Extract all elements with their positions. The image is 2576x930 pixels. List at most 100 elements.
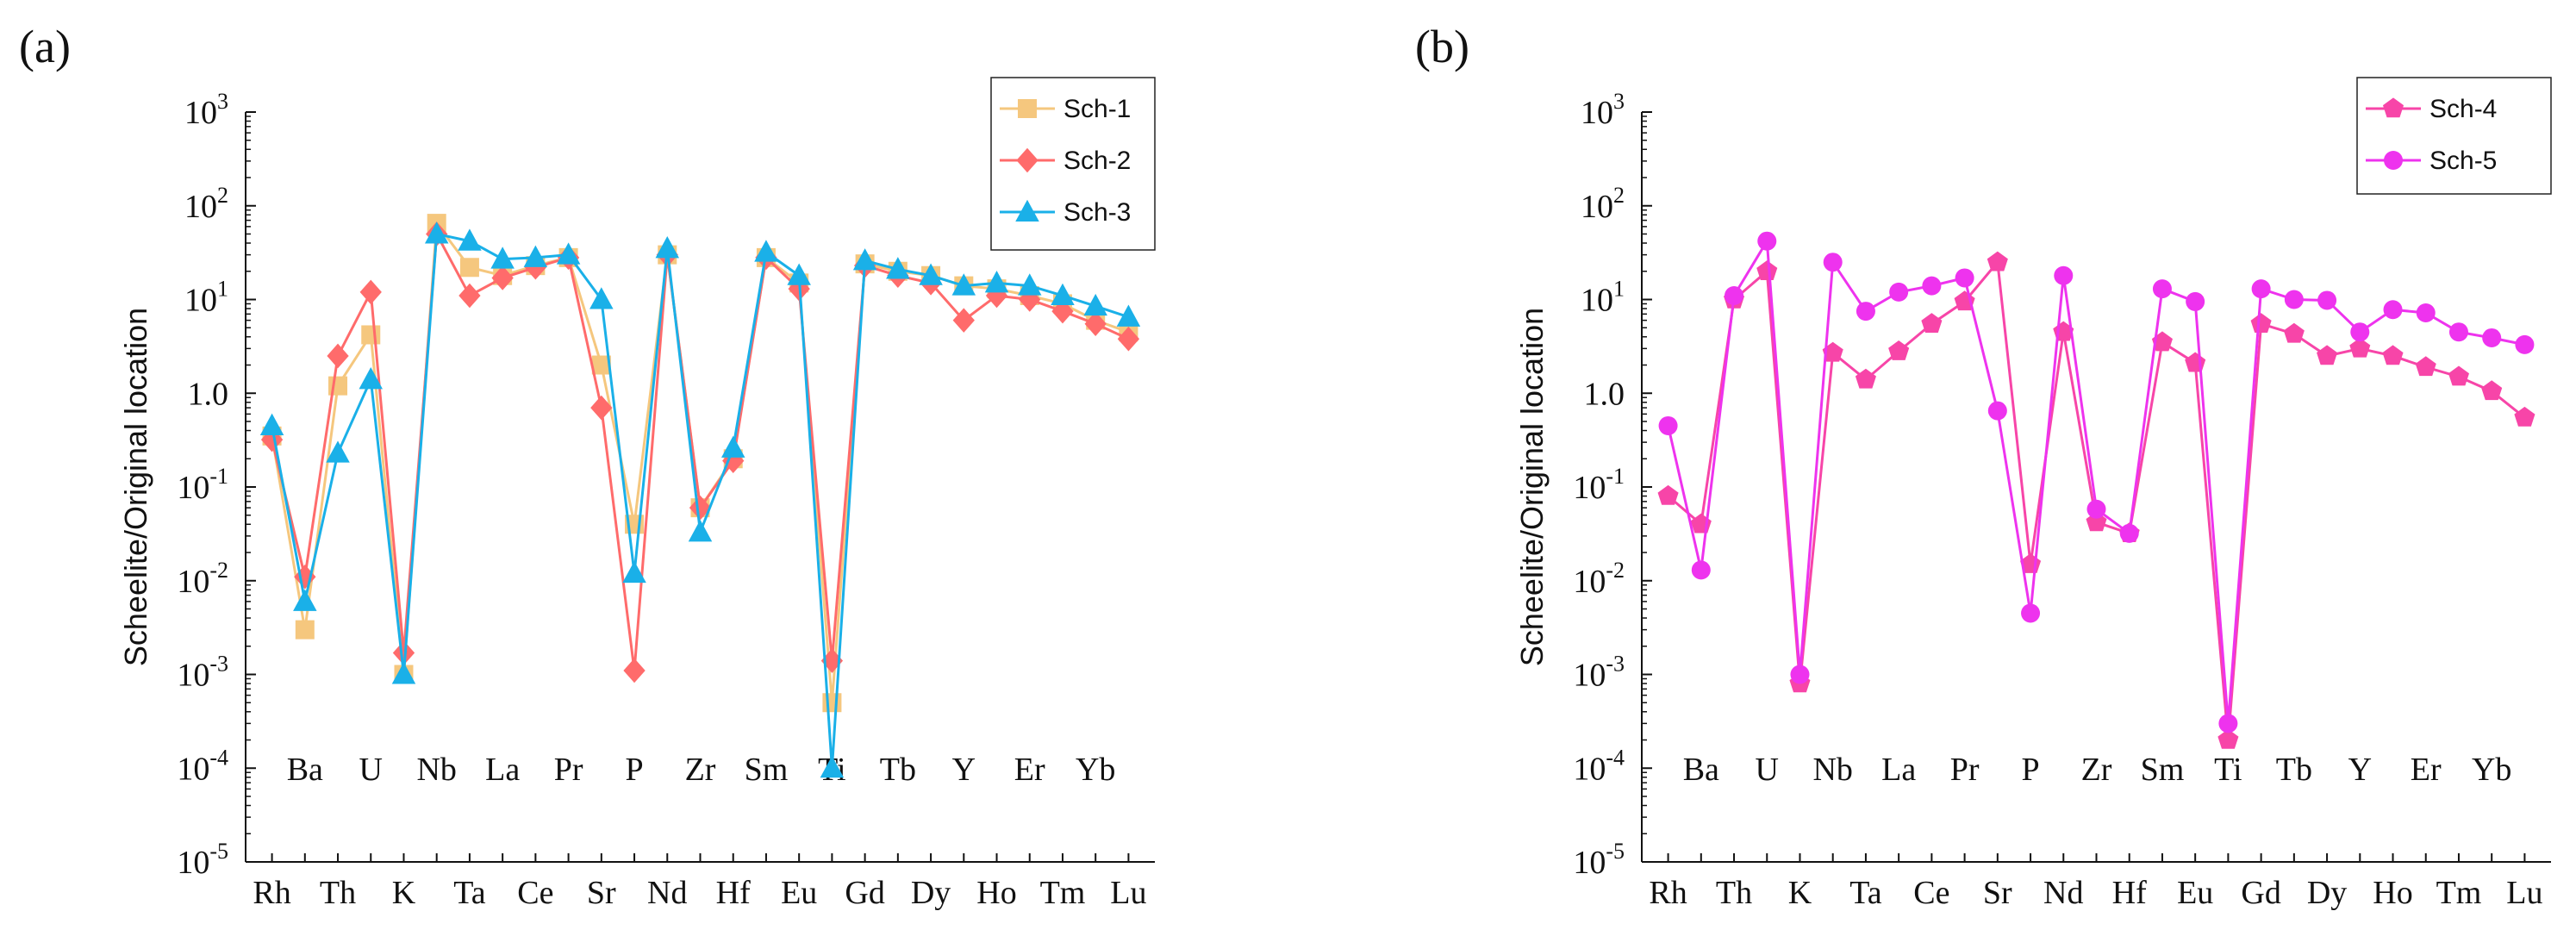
series-Sch-1 — [262, 214, 1138, 713]
x-tick-label: K — [392, 875, 416, 911]
x-tick-label: Pr — [1950, 752, 1980, 788]
data-point — [787, 263, 811, 285]
y-tick-label: 10-3 — [1573, 652, 1625, 694]
data-point — [491, 265, 514, 290]
data-point — [2217, 728, 2239, 749]
x-tick-label: Ti — [2214, 752, 2242, 788]
x-tick-label: Lu — [2506, 875, 2542, 911]
x-tick-label: Tm — [1040, 875, 1086, 911]
data-point — [984, 271, 1009, 293]
x-tick-label: Ho — [2373, 875, 2412, 911]
data-point — [392, 640, 415, 665]
y-axis-label: Scheelite/Original location — [1514, 308, 1550, 666]
data-point — [2382, 345, 2404, 365]
panel-label: (b) — [1415, 21, 1469, 72]
data-point — [1922, 276, 1942, 296]
data-point — [2448, 322, 2468, 342]
x-tick-label: Er — [1014, 752, 1045, 788]
x-tick-label: Nd — [2043, 875, 2083, 911]
data-point — [1051, 283, 1075, 305]
legend-marker — [2384, 151, 2403, 170]
data-point — [1083, 293, 1107, 316]
legend-label: Sch-1 — [1063, 95, 1131, 123]
data-point — [2448, 365, 2470, 386]
x-tick-label: Ba — [287, 752, 323, 788]
legend-label: Sch-4 — [2429, 95, 2497, 123]
x-tick-label: Y — [952, 752, 976, 788]
y-tick-label: 1.0 — [188, 376, 229, 412]
data-point — [2186, 291, 2205, 311]
data-point — [2383, 300, 2403, 320]
data-point — [2350, 322, 2370, 342]
x-tick-label: Zr — [2081, 752, 2112, 788]
chart-panel-0: (a) 103 102 101 1.0 10-1 10-2 10-3 10-4 10-5 Rh Ba T… — [19, 21, 1156, 911]
data-point — [754, 240, 778, 262]
data-point — [1987, 401, 2007, 421]
x-tick-label: Ce — [517, 875, 553, 911]
data-point — [2317, 345, 2338, 365]
x-tick-label: Yb — [2472, 752, 2511, 788]
data-point — [458, 283, 481, 309]
data-point — [1822, 341, 1843, 362]
x-tick-label: Tm — [2436, 875, 2482, 911]
data-point — [2283, 322, 2305, 343]
data-point — [294, 564, 316, 590]
x-tick-label: Sr — [587, 875, 616, 911]
x-tick-label: Pr — [554, 752, 583, 788]
x-tick-label: Lu — [1110, 875, 1146, 911]
data-point — [424, 222, 449, 244]
x-tick-label: Tb — [880, 752, 916, 788]
y-tick-label: 103 — [1581, 89, 1625, 131]
x-tick-label: Gd — [2241, 875, 2280, 911]
data-point — [1855, 368, 1876, 389]
x-tick-label: Ta — [453, 875, 486, 911]
data-point — [822, 693, 842, 713]
data-point — [591, 355, 611, 375]
legend-label: Sch-2 — [1063, 147, 1131, 175]
x-tick-label: P — [2021, 752, 2039, 788]
legend-label: Sch-3 — [1063, 198, 1131, 227]
data-point — [1756, 260, 1778, 280]
data-point — [2514, 406, 2535, 427]
y-tick-label: 10-1 — [177, 464, 228, 506]
x-tick-label: Ta — [1849, 875, 1882, 911]
y-tick-label: 101 — [1581, 277, 1625, 319]
y-tick-label: 10-2 — [1573, 558, 1625, 600]
data-point — [1084, 311, 1107, 337]
data-point — [2021, 603, 2041, 623]
y-tick-label: 10-1 — [1573, 464, 1625, 506]
x-tick-label: U — [359, 752, 383, 788]
y-tick-label: 10-5 — [177, 839, 228, 881]
x-tick-label: Ho — [976, 875, 1016, 911]
series-Sch-3 — [259, 222, 1141, 778]
y-axis-label: Scheelite/Original location — [118, 308, 153, 666]
x-tick-label: U — [1756, 752, 1779, 788]
y-tick-label: 10-3 — [177, 652, 228, 694]
data-point — [623, 658, 646, 683]
data-point — [1921, 313, 1943, 333]
x-tick-label: Eu — [2177, 875, 2213, 911]
chart-panel-1: (b) 103 102 101 1.0 10-1 10-2 10-3 10-4 10-5 Rh Ba T… — [1415, 21, 2552, 911]
data-point — [1691, 560, 1711, 580]
data-point — [359, 279, 382, 305]
data-point — [259, 413, 284, 435]
data-point — [2218, 714, 2238, 733]
x-tick-label: Yb — [1076, 752, 1115, 788]
x-tick-label: Dy — [911, 875, 951, 911]
x-tick-label: Th — [1716, 875, 1752, 911]
series-Sch-5 — [1658, 231, 2535, 733]
legend: Sch-1 Sch-2 Sch-3 — [990, 77, 1156, 251]
data-point — [1017, 273, 1042, 296]
data-point — [1658, 415, 1678, 435]
data-point — [2515, 334, 2535, 354]
x-tick-label: Dy — [2307, 875, 2347, 911]
y-tick-label: 10-4 — [1573, 745, 1625, 787]
data-point — [2349, 337, 2371, 358]
data-point — [326, 440, 350, 463]
data-point — [2086, 499, 2106, 519]
x-tick-label: Nb — [1812, 752, 1852, 788]
legend-marker — [1016, 147, 1039, 173]
x-tick-label: Eu — [781, 875, 817, 911]
x-tick-label: Th — [320, 875, 356, 911]
data-point — [1116, 304, 1141, 327]
